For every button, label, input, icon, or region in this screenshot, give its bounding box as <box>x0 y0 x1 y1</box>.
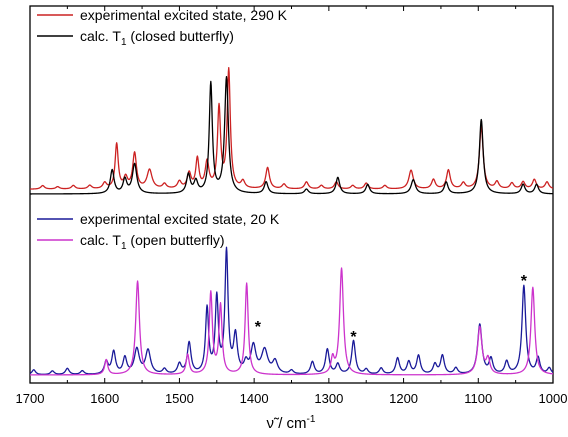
plot-frame <box>29 5 554 384</box>
x-axis-tick-labels: 1700 1600 1500 1400 1300 1200 1100 1000 <box>16 391 568 406</box>
series-exp290 <box>29 66 554 190</box>
series-layer <box>29 66 554 376</box>
legend-label-exp20: experimental excited state, 20 K <box>80 211 280 227</box>
series-calc_closed <box>29 75 554 195</box>
legend-label-tail: (open butterfly) <box>127 232 225 248</box>
legend-label-main: calc. T <box>80 232 121 248</box>
x-tick-label: 1100 <box>464 391 492 406</box>
legend-label-tail: (closed butterfly) <box>127 28 234 44</box>
x-tick-label: 1400 <box>240 391 269 406</box>
legend-label-calc_closed: calc. T1 (closed butterfly) <box>80 28 234 48</box>
peak-annotation: * <box>521 273 528 290</box>
peak-annotation: * <box>350 329 357 346</box>
series-calc_open <box>29 267 554 376</box>
peak-annotation: * <box>255 319 262 336</box>
legend-label-main: calc. T <box>80 28 121 44</box>
series-exp20 <box>29 246 554 375</box>
x-tick-label: 1000 <box>539 391 568 406</box>
x-axis-label-main: ν̃ / cm <box>267 415 307 432</box>
x-axis-ticks <box>29 6 554 383</box>
legend: experimental excited state, 290 K calc. T… <box>37 7 288 252</box>
legend-label-sub: 1 <box>121 241 127 252</box>
legend-label-exp290: experimental excited state, 290 K <box>80 7 288 23</box>
x-tick-label: 1300 <box>314 391 343 406</box>
x-axis-label-superscript: -1 <box>307 414 316 425</box>
legend-label-calc_open: calc. T1 (open butterfly) <box>80 232 225 252</box>
annotations: * * * <box>255 273 528 346</box>
x-tick-label: 1600 <box>90 391 119 406</box>
x-tick-label: 1500 <box>165 391 194 406</box>
x-tick-label: 1200 <box>389 391 418 406</box>
x-tick-label: 1700 <box>16 391 45 406</box>
x-axis-label: ν̃ / cm-1 <box>267 414 316 432</box>
legend-label-sub: 1 <box>121 37 127 48</box>
